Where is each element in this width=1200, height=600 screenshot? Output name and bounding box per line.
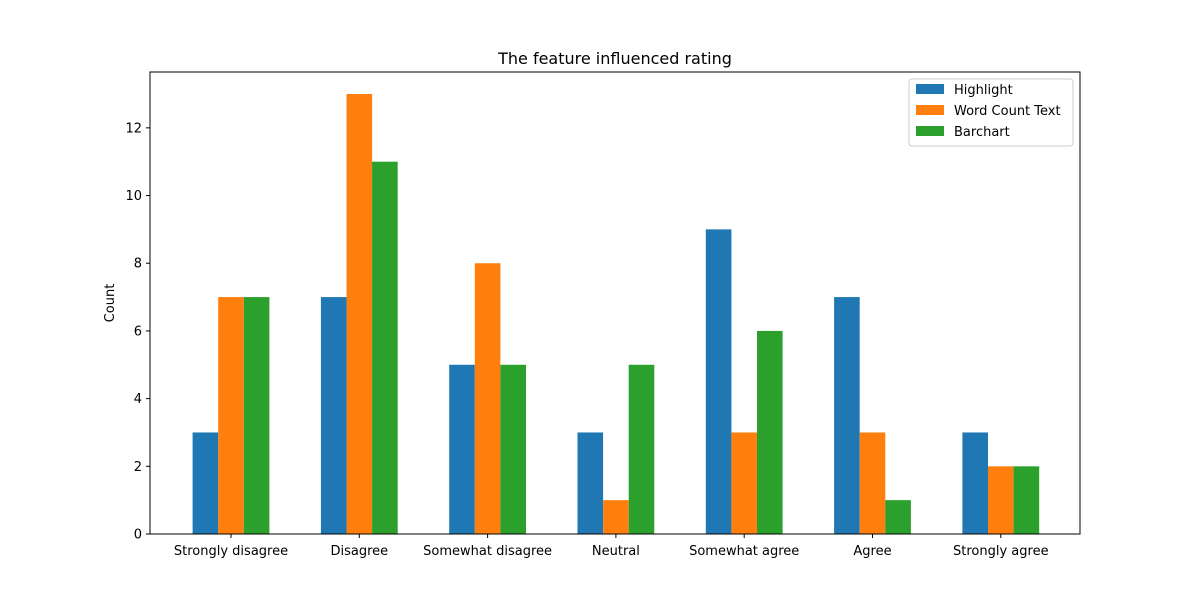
legend-swatch bbox=[916, 84, 944, 94]
bar-word-count-text-strongly-disagree bbox=[218, 297, 244, 534]
bar-barchart-agree bbox=[885, 500, 911, 534]
legend-swatch bbox=[916, 126, 944, 136]
x-tick-label: Somewhat agree bbox=[689, 544, 799, 559]
bar-highlight-strongly-disagree bbox=[192, 432, 219, 534]
bar-word-count-text-agree bbox=[859, 432, 886, 534]
y-tick-label: 8 bbox=[134, 257, 142, 272]
y-tick-label: 6 bbox=[134, 324, 142, 339]
plot-frame bbox=[149, 71, 1081, 535]
bar-word-count-text-neutral bbox=[603, 500, 629, 534]
y-tick-label: 10 bbox=[125, 189, 142, 204]
y-tick-label: 4 bbox=[134, 392, 142, 407]
bar-barchart-somewhat-agree bbox=[757, 330, 783, 534]
legend-label: Highlight bbox=[954, 83, 1013, 98]
bar-highlight-somewhat-disagree bbox=[449, 364, 475, 534]
bars-layer bbox=[192, 94, 1040, 534]
x-tick-label: Somewhat disagree bbox=[423, 544, 552, 559]
bar-word-count-text-disagree bbox=[346, 94, 373, 534]
bar-word-count-text-somewhat-disagree bbox=[474, 263, 501, 534]
x-tick-label: Neutral bbox=[592, 544, 640, 559]
bar-barchart-disagree bbox=[372, 161, 398, 534]
bar-word-count-text-strongly-agree bbox=[988, 466, 1014, 534]
x-tick-label: Strongly agree bbox=[953, 544, 1049, 559]
bar-barchart-strongly-agree bbox=[1013, 466, 1040, 534]
bar-highlight-agree bbox=[834, 297, 860, 534]
bar-barchart-neutral bbox=[628, 364, 655, 534]
legend-label: Barchart bbox=[954, 125, 1010, 140]
y-tick-label: 0 bbox=[134, 528, 142, 543]
x-tick-label: Strongly disagree bbox=[174, 544, 288, 559]
legend-label: Word Count Text bbox=[954, 104, 1061, 119]
bar-highlight-strongly-agree bbox=[962, 432, 988, 534]
bar-word-count-text-somewhat-agree bbox=[731, 432, 757, 534]
y-tick-label: 12 bbox=[125, 121, 142, 136]
bar-highlight-disagree bbox=[320, 297, 347, 534]
bar-highlight-neutral bbox=[577, 432, 604, 534]
bar-barchart-somewhat-disagree bbox=[500, 364, 526, 534]
x-tick-label: Agree bbox=[853, 544, 891, 559]
axes-layer: 0 2 4 6 8 10 12 Strongly disagree Disagree Somewh… bbox=[125, 71, 1081, 559]
y-tick-label: 2 bbox=[134, 460, 142, 475]
legend: Highlight Word Count Text Barchart bbox=[908, 78, 1074, 147]
legend-swatch bbox=[916, 105, 944, 115]
bar-barchart-strongly-disagree bbox=[243, 297, 270, 534]
chart-title: The feature influenced rating bbox=[497, 49, 732, 68]
legend-box bbox=[908, 78, 1074, 147]
x-tick-label: Disagree bbox=[330, 544, 388, 559]
y-axis-label: Count bbox=[103, 284, 118, 323]
bar-highlight-somewhat-agree bbox=[705, 229, 732, 534]
